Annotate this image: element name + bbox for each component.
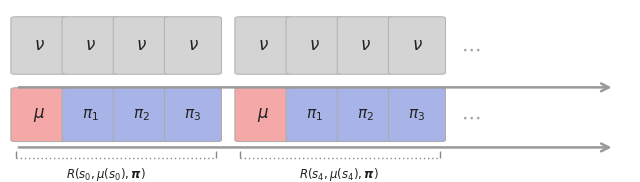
Text: $R(s_4, \mu(s_4), \boldsymbol{\pi})$: $R(s_4, \mu(s_4), \boldsymbol{\pi})$ xyxy=(300,166,379,182)
Text: $\nu$: $\nu$ xyxy=(360,37,371,54)
Text: $\pi_1$: $\pi_1$ xyxy=(82,107,99,122)
FancyBboxPatch shape xyxy=(62,17,119,74)
FancyBboxPatch shape xyxy=(337,88,394,142)
FancyBboxPatch shape xyxy=(113,17,170,74)
Text: $R(s_0, \mu(s_0), \boldsymbol{\pi})$: $R(s_0, \mu(s_0), \boldsymbol{\pi})$ xyxy=(66,166,145,182)
Text: $\pi_2$: $\pi_2$ xyxy=(357,107,374,122)
Text: $\mu$: $\mu$ xyxy=(33,106,45,124)
FancyBboxPatch shape xyxy=(164,17,221,74)
FancyBboxPatch shape xyxy=(388,88,445,142)
Text: $\pi_2$: $\pi_2$ xyxy=(133,107,150,122)
Text: $\mu$: $\mu$ xyxy=(257,106,269,124)
Text: $\nu$: $\nu$ xyxy=(85,37,96,54)
Text: $\pi_3$: $\pi_3$ xyxy=(184,107,202,122)
FancyBboxPatch shape xyxy=(337,17,394,74)
Text: $\nu$: $\nu$ xyxy=(34,37,45,54)
FancyBboxPatch shape xyxy=(235,88,292,142)
Text: $\nu$: $\nu$ xyxy=(188,37,198,54)
FancyBboxPatch shape xyxy=(11,88,68,142)
FancyBboxPatch shape xyxy=(11,17,68,74)
Text: $\cdots$: $\cdots$ xyxy=(461,108,480,127)
Text: $\pi_3$: $\pi_3$ xyxy=(408,107,426,122)
FancyBboxPatch shape xyxy=(62,88,119,142)
FancyBboxPatch shape xyxy=(286,17,343,74)
Text: $\nu$: $\nu$ xyxy=(136,37,147,54)
FancyBboxPatch shape xyxy=(286,88,343,142)
FancyBboxPatch shape xyxy=(164,88,221,142)
FancyBboxPatch shape xyxy=(388,17,445,74)
FancyBboxPatch shape xyxy=(235,17,292,74)
Text: $\nu$: $\nu$ xyxy=(258,37,269,54)
Text: $\pi_1$: $\pi_1$ xyxy=(306,107,323,122)
Text: $\nu$: $\nu$ xyxy=(412,37,422,54)
Text: $\nu$: $\nu$ xyxy=(309,37,320,54)
Text: $\cdots$: $\cdots$ xyxy=(461,40,480,59)
FancyBboxPatch shape xyxy=(113,88,170,142)
